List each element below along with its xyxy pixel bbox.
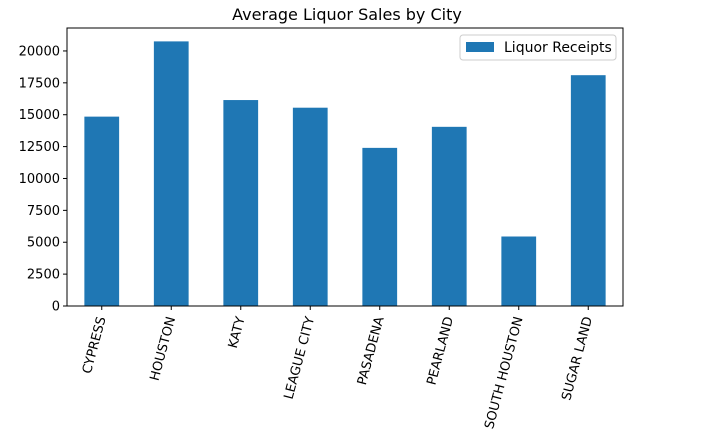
plot-frame — [66, 27, 624, 307]
y-tick-label: 2500 — [27, 268, 60, 283]
bar-cypress — [84, 116, 120, 306]
y-tick-label: 7500 — [27, 204, 60, 219]
y-axis: 0 2500 5000 7500 10000 12500 15000 17500 20000 — [19, 44, 67, 315]
x-tick-label: PEARLAND — [424, 315, 457, 387]
y-tick-label: 20000 — [19, 44, 60, 59]
legend-label: Liquor Receipts — [504, 40, 612, 56]
x-tick-label: HOUSTON — [148, 315, 179, 382]
bar-league-city — [292, 107, 328, 306]
legend: Liquor Receipts — [459, 34, 617, 61]
y-tick-label: 17500 — [19, 76, 60, 91]
x-tick-label: KATY — [226, 315, 249, 350]
x-tick-label: LEAGUE CITY — [282, 315, 318, 401]
legend-swatch — [466, 42, 494, 52]
y-tick-label: 12500 — [19, 140, 60, 155]
bar-pearland — [431, 126, 467, 306]
x-tick-label: CYPRESS — [80, 315, 110, 375]
bar-south-houston — [501, 236, 537, 306]
bar-sugar-land — [570, 75, 606, 306]
x-tick-label: PASADENA — [355, 315, 388, 387]
y-tick-label: 10000 — [19, 172, 60, 187]
y-tick-label: 5000 — [27, 236, 60, 251]
legend-box — [459, 34, 617, 61]
y-tick-label: 0 — [52, 300, 60, 315]
bar-pasadena — [362, 147, 398, 306]
y-tick-label: 15000 — [19, 108, 60, 123]
bars-group — [84, 41, 606, 307]
x-tick-label: SOUTH HOUSTON — [482, 315, 526, 430]
chart-title: Average Liquor Sales by City — [232, 5, 462, 24]
bar-katy — [223, 100, 259, 306]
x-axis: CYPRESS HOUSTON KATY LEAGUE CITY PASADENA PEA… — [80, 306, 596, 431]
bar-houston — [153, 41, 189, 307]
x-tick-label: SUGAR LAND — [559, 315, 596, 402]
